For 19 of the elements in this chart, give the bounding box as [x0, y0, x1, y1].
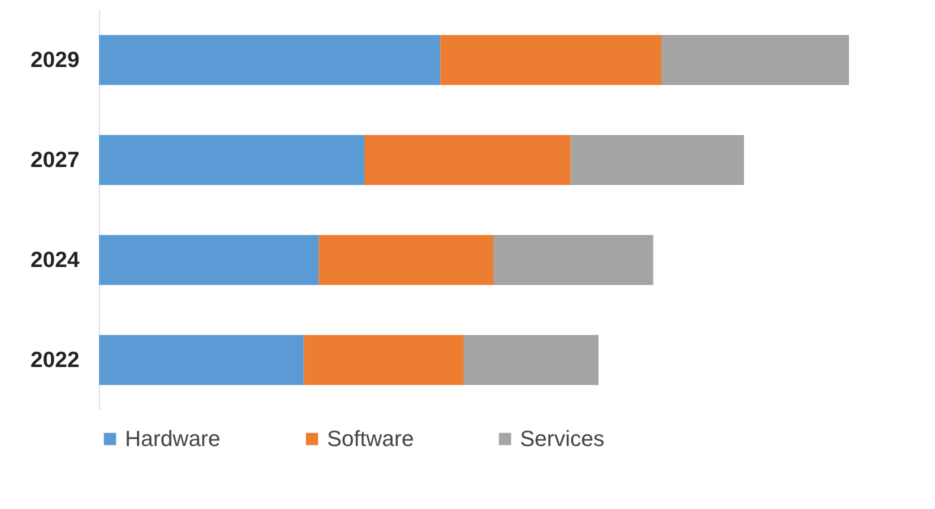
- bar: [99, 335, 304, 385]
- legend-label: Software: [327, 426, 414, 451]
- bar: [99, 135, 364, 185]
- bar: [494, 235, 654, 285]
- legend-label: Services: [520, 426, 604, 451]
- y-tick-label: 2022: [30, 347, 80, 372]
- bar: [662, 35, 849, 85]
- bar: [99, 235, 319, 285]
- bar: [464, 335, 598, 385]
- bar: [364, 135, 571, 185]
- legend-label: Hardware: [125, 426, 220, 451]
- y-tick-label: 2029: [30, 47, 80, 72]
- bar: [304, 335, 464, 385]
- y-tick-label: 2024: [30, 247, 80, 272]
- bar: [99, 35, 440, 85]
- bar: [440, 35, 662, 85]
- bar: [318, 235, 494, 285]
- y-tick-label: 2027: [30, 147, 80, 172]
- bar: [570, 135, 744, 185]
